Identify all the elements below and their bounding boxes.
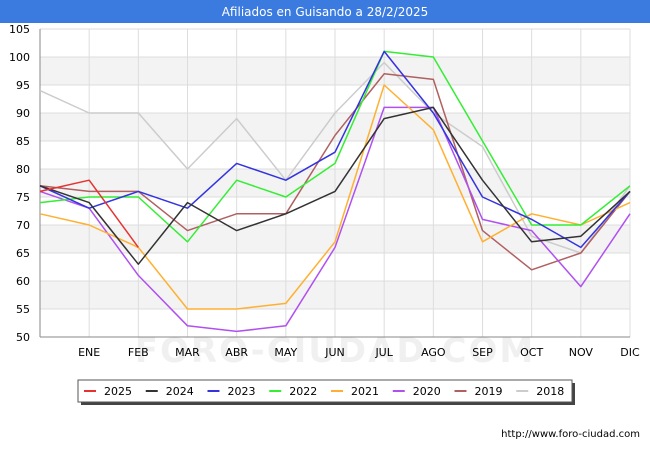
x-tick-label: JUN [324,346,345,359]
y-tick-label: 70 [16,219,30,232]
legend [77,379,573,403]
legend-label: 2020 [413,385,441,398]
legend-label: 2019 [475,385,503,398]
x-tick-label: FEB [128,346,149,359]
y-tick-label: 75 [16,191,30,204]
x-tick-label: MAR [175,346,200,359]
y-tick-label: 95 [16,79,30,92]
series-line-2024 [39,106,631,265]
y-tick-label: 100 [9,51,30,64]
x-tick-label: NOV [569,346,594,359]
y-tick-label: 65 [16,247,30,260]
watermark: FORO-CIUDAD.COM [135,331,536,371]
y-tick-label: 50 [16,331,30,344]
y-tick-label: 105 [9,23,30,36]
title-bar [0,0,650,23]
x-tick-label: JUL [374,346,393,359]
legend-label: 2023 [228,385,256,398]
legend-label: 2022 [289,385,317,398]
x-tick-label: OCT [520,346,543,359]
series-line-2018 [39,61,631,254]
x-tick-label: AGO [421,346,446,359]
legend-label: 2021 [351,385,379,398]
x-tick-label: ABR [225,346,248,359]
y-tick-label: 60 [16,275,30,288]
series-line-2022 [39,50,631,243]
x-tick-label: DIC [620,346,640,359]
series-line-2020 [39,106,631,333]
y-tick-label: 80 [16,163,30,176]
legend-label: 2024 [166,385,194,398]
legend-label: 2025 [104,385,132,398]
legend-label: 2018 [536,385,564,398]
y-tick-label: 85 [16,135,30,148]
series-line-2023 [39,50,631,249]
x-tick-label: SEP [472,346,493,359]
x-tick-label: MAY [274,346,297,359]
series-line-2025 [39,179,139,248]
footer-url: http://www.foro-ciudad.com [501,429,640,440]
y-tick-label: 90 [16,107,30,120]
y-tick-label: 55 [16,303,30,316]
x-tick-label: ENE [78,346,100,359]
chart-title: Afiliados en Guisando a 28/2/2025 [222,5,429,19]
